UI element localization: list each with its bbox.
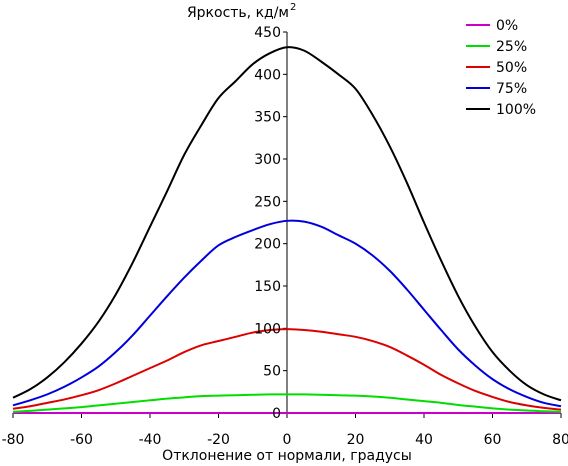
y-tick-label: 50: [263, 364, 281, 380]
y-tick-label: 150: [254, 279, 281, 295]
legend-label: 0%: [496, 18, 518, 34]
x-tick-label: 0: [283, 432, 292, 448]
series-line-25-percent: [12, 393, 562, 413]
x-tick-label: 40: [415, 432, 433, 448]
x-tick-label: -40: [139, 432, 162, 448]
tick-labels: 0 50 100 150 200 250 300 350 400 450 -80 -60 -40 -20 0…: [2, 25, 568, 448]
x-tick-label: 20: [347, 432, 365, 448]
y-tick-label: 100: [254, 321, 281, 337]
legend: 0% 25% 50% 75% 100%: [466, 18, 536, 118]
y-tick-label: 350: [254, 110, 281, 126]
series-layer: [12, 46, 562, 415]
y-tick-label: 400: [254, 67, 281, 83]
y-tick-label: 450: [254, 25, 281, 41]
y-tick-label: 250: [254, 194, 281, 210]
legend-label: 100%: [496, 102, 536, 118]
legend-label: 50%: [496, 60, 527, 76]
y-axis-title-superscript: 2: [290, 2, 296, 13]
x-tick-label: 60: [484, 432, 502, 448]
y-tick-label: 300: [254, 152, 281, 168]
y-tick-label: 0: [272, 406, 281, 422]
legend-label: 75%: [496, 81, 527, 97]
x-tick-label: 80: [552, 432, 568, 448]
y-axis-title: Яркость, кд/м: [187, 5, 289, 21]
x-tick-label: -80: [2, 432, 25, 448]
y-tick-label: 200: [254, 237, 281, 253]
axes-layer: [12, 31, 562, 418]
x-axis-title: Отклонение от нормали, градусы: [162, 448, 412, 464]
series-line-50-percent: [12, 328, 562, 411]
series-line-75-percent: [12, 219, 562, 408]
x-tick-label: -20: [207, 432, 230, 448]
series-line-100-percent: [12, 46, 562, 402]
legend-label: 25%: [496, 39, 527, 55]
x-tick-label: -60: [70, 432, 93, 448]
